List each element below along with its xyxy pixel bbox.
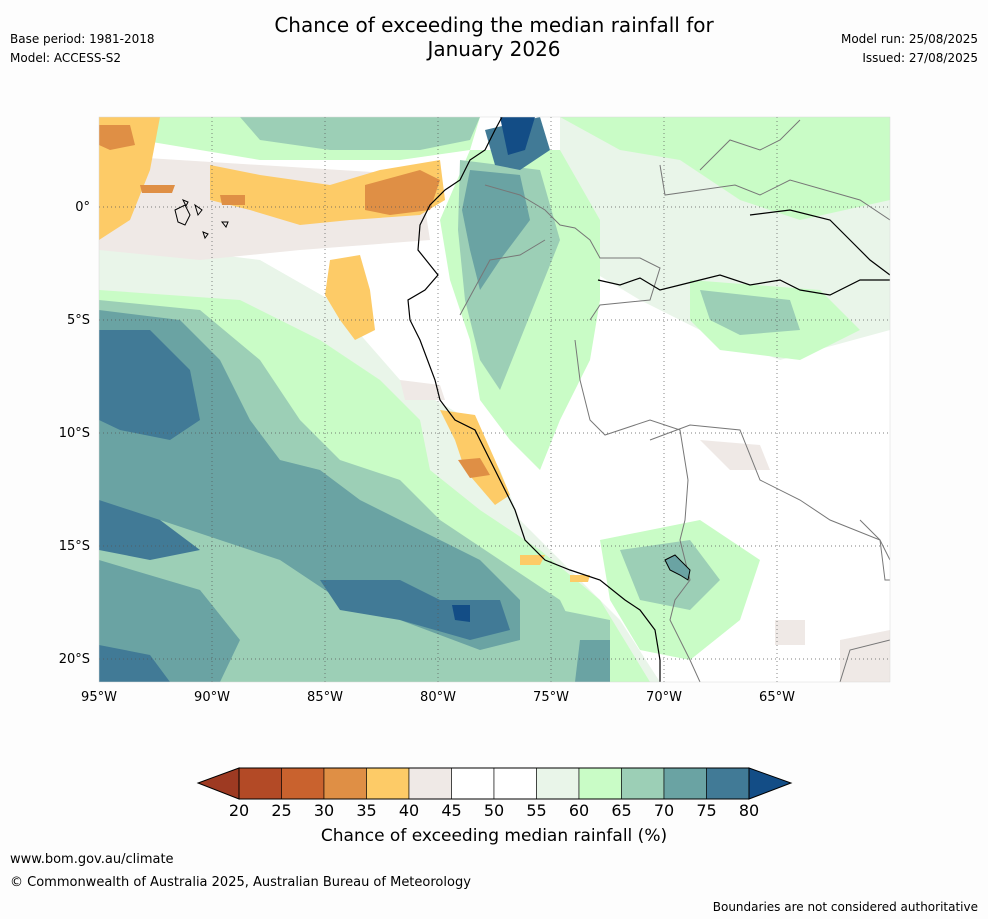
lon-tick: 85°W — [307, 690, 343, 705]
yellow-35-40-peru-south — [520, 555, 545, 565]
model-name: Model: ACCESS-S2 — [10, 51, 122, 65]
colorbar: 20 25 30 35 40 45 50 55 60 65 70 75 80 — [196, 767, 793, 820]
yellow-35-40-ocean-patch — [325, 255, 375, 340]
colorbar-label: 35 — [356, 801, 376, 820]
blue-75-80-west — [99, 330, 200, 440]
footer-note: Boundaries are not considered authoritat… — [712, 900, 978, 914]
lon-tick: 65°W — [759, 690, 795, 705]
longitude-axis: 95°W 90°W 85°W 80°W 75°W 70°W 65°W — [81, 690, 795, 705]
lon-tick: 95°W — [81, 690, 117, 705]
blue-80-colombia — [500, 117, 535, 155]
blue-75-80-corner — [99, 645, 170, 682]
lat-tick: 10°S — [59, 426, 90, 441]
colorbar-segment — [663, 767, 707, 800]
base-period: Base period: 1981-2018 — [10, 32, 155, 46]
blue-80-ocean — [452, 605, 470, 622]
colorbar-label: 25 — [271, 801, 291, 820]
colorbar-label: 60 — [569, 801, 589, 820]
grey-patch-land-2 — [775, 620, 805, 645]
map-plot-area — [99, 117, 890, 682]
footer-copyright: © Commonwealth of Australia 2025, Austra… — [10, 875, 471, 890]
map-frame — [98, 116, 891, 683]
country-borders — [459, 119, 890, 682]
colorbar-segment — [408, 767, 452, 800]
colorbar-label: 50 — [484, 801, 504, 820]
blue-75-80-south — [320, 580, 510, 640]
title-line-2: January 2026 — [427, 37, 561, 61]
lon-tick: 70°W — [646, 690, 682, 705]
orange-30-35-northwest — [99, 125, 135, 150]
teal-65-70-titicaca — [620, 540, 720, 610]
teal-70-75-southwest — [99, 560, 240, 682]
yellow-35-40-peru-coast — [440, 410, 510, 505]
orange-30-35-patch-2 — [220, 195, 245, 205]
coastline — [407, 117, 890, 682]
colorbar-label: 65 — [611, 801, 631, 820]
colorbar-label: 45 — [441, 801, 461, 820]
lat-tick: 15°S — [59, 539, 90, 554]
green-60-65-northeast — [560, 117, 890, 220]
teal-70-75-ocean — [99, 310, 520, 650]
colorbar-extend-low — [196, 767, 240, 800]
title-line-1: Chance of exceeding the median rainfall … — [274, 13, 714, 37]
lat-tick: 5°S — [67, 313, 90, 328]
colorbar-outline — [238, 767, 750, 800]
colorbar-segment — [451, 767, 495, 800]
lat-tick: 0° — [75, 200, 90, 215]
blue-75-80-southwest — [99, 500, 200, 560]
colorbar-label: 55 — [526, 801, 546, 820]
colorbar-extend-high — [748, 767, 793, 800]
teal-65-70-north — [240, 117, 480, 150]
yellow-35-40-chile — [570, 575, 590, 582]
teal-70-75-chile — [575, 640, 610, 682]
colorbar-segment — [493, 767, 537, 800]
grey-patch-coast — [400, 380, 445, 400]
lon-tick: 90°W — [194, 690, 230, 705]
colorbar-segment — [281, 767, 325, 800]
model-run: Model run: 25/08/2025 — [840, 32, 978, 46]
orange-30-35-patch — [140, 185, 175, 193]
colorbar-segment — [323, 767, 367, 800]
issued-date: Issued: 27/08/2025 — [862, 51, 978, 65]
lat-tick: 20°S — [59, 652, 90, 667]
footer-url[interactable]: www.bom.gov.au/climate — [10, 852, 174, 867]
orange-30-35-peru — [458, 458, 490, 478]
colorbar-label: 40 — [399, 801, 419, 820]
colorbar-segment — [578, 767, 622, 800]
colorbar-segment — [536, 767, 580, 800]
colorbar-segment — [706, 767, 750, 800]
orange-30-35-equator — [365, 170, 440, 215]
map-title: Chance of exceeding the median rainfall … — [0, 13, 988, 61]
colorbar-segments — [238, 767, 750, 800]
lake-titicaca — [664, 554, 691, 581]
lon-tick: 75°W — [533, 690, 569, 705]
teal-65-70-amazon — [700, 290, 800, 335]
colorbar-label: 70 — [654, 801, 674, 820]
colorbar-label: 20 — [229, 801, 249, 820]
colorbar-label: 75 — [696, 801, 716, 820]
colorbar-labels: 20 25 30 35 40 45 50 55 60 65 70 75 80 — [229, 801, 759, 820]
colorbar-segment — [366, 767, 410, 800]
teal-70-75-ecuador — [462, 170, 530, 290]
lon-tick: 80°W — [420, 690, 456, 705]
colorbar-segment — [621, 767, 665, 800]
colorbar-title: Chance of exceeding median rainfall (%) — [320, 826, 668, 846]
galapagos-islands — [174, 199, 229, 240]
colorbar-segment — [238, 767, 282, 800]
colorbar-label: 80 — [739, 801, 759, 820]
latitude-axis: 0° 5°S 10°S 15°S 20°S — [59, 200, 90, 667]
colorbar-label: 30 — [314, 801, 334, 820]
